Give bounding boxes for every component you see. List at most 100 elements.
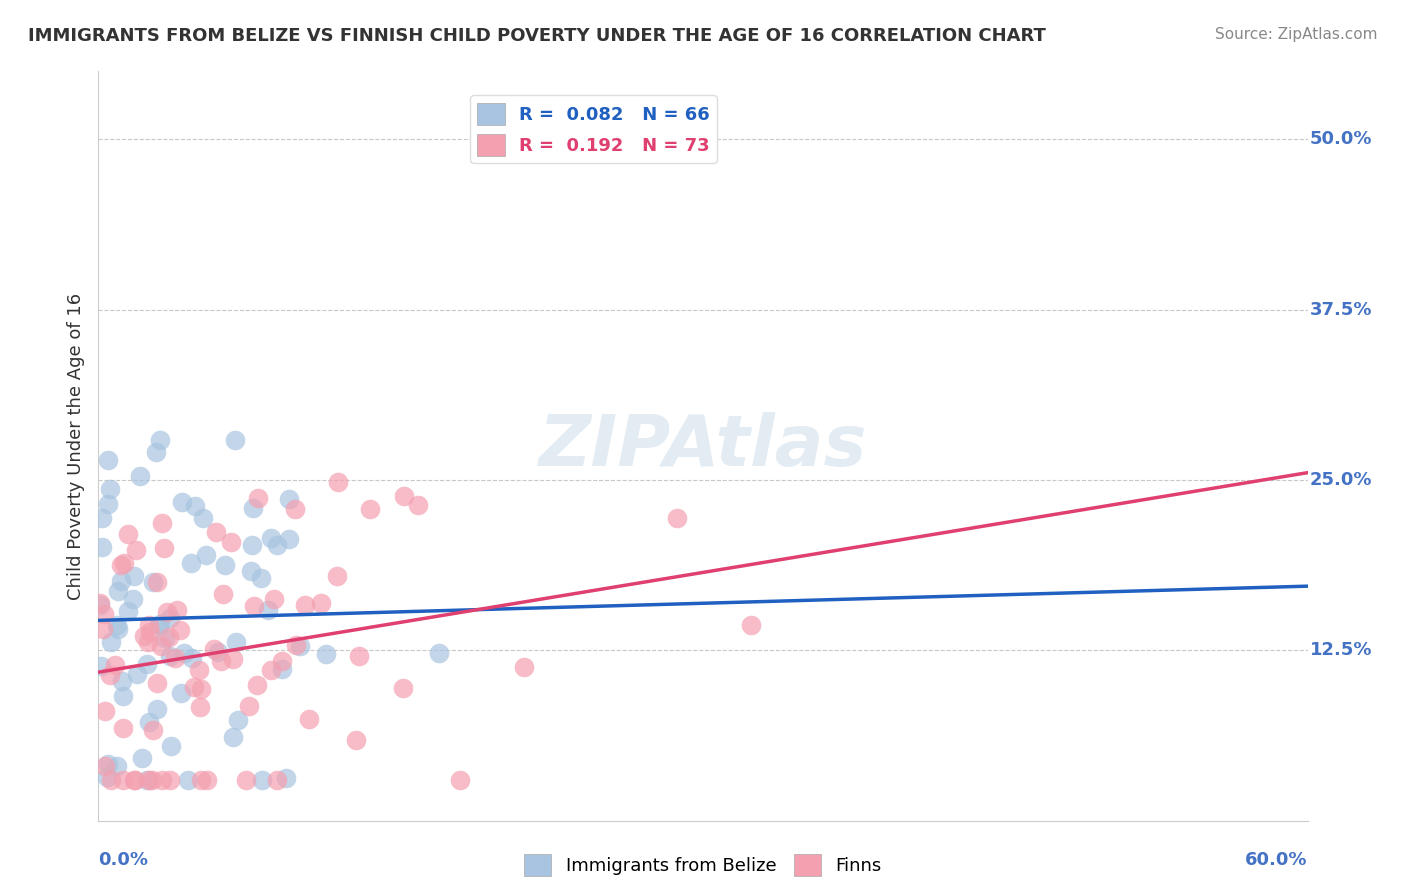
Point: [298, 712, 321, 726]
Point: [160, 739, 183, 753]
Point: [740, 618, 762, 632]
Point: [224, 433, 246, 447]
Text: 50.0%: 50.0%: [1310, 130, 1372, 148]
Point: [150, 516, 173, 531]
Point: [138, 624, 160, 639]
Point: [260, 664, 283, 678]
Point: [349, 648, 371, 663]
Point: [122, 772, 145, 787]
Point: [246, 678, 269, 692]
Point: [274, 771, 297, 785]
Point: [138, 772, 160, 787]
Point: [277, 492, 299, 507]
Point: [100, 772, 122, 787]
Point: [138, 714, 160, 729]
Point: [294, 598, 316, 612]
Point: [408, 498, 430, 512]
Point: [392, 489, 415, 503]
Point: [146, 676, 169, 690]
Point: [177, 772, 200, 787]
Point: [266, 538, 288, 552]
Point: [111, 674, 134, 689]
Point: [100, 635, 122, 649]
Point: [513, 659, 536, 673]
Y-axis label: Child Poverty Under the Age of 16: Child Poverty Under the Age of 16: [66, 293, 84, 599]
Point: [117, 604, 139, 618]
Point: [94, 759, 117, 773]
Point: [288, 639, 311, 653]
Point: [238, 698, 260, 713]
Point: [90, 658, 112, 673]
Point: [110, 558, 132, 573]
Point: [122, 591, 145, 606]
Text: 0.0%: 0.0%: [98, 851, 149, 869]
Point: [149, 617, 172, 632]
Point: [205, 524, 228, 539]
Point: [111, 721, 134, 735]
Point: [328, 475, 350, 489]
Point: [427, 646, 450, 660]
Point: [271, 662, 294, 676]
Point: [165, 651, 187, 665]
Point: [91, 622, 114, 636]
Point: [136, 657, 159, 672]
Point: [235, 772, 257, 787]
Point: [187, 663, 209, 677]
Point: [150, 639, 173, 653]
Point: [90, 540, 112, 554]
Point: [222, 651, 245, 665]
Point: [449, 772, 471, 787]
Point: [157, 631, 180, 645]
Point: [225, 634, 247, 648]
Point: [131, 751, 153, 765]
Point: [184, 499, 207, 513]
Point: [153, 631, 176, 645]
Point: [209, 654, 232, 668]
Point: [110, 574, 132, 589]
Point: [129, 469, 152, 483]
Point: [359, 501, 381, 516]
Point: [256, 603, 278, 617]
Point: [112, 557, 135, 571]
Point: [138, 617, 160, 632]
Text: IMMIGRANTS FROM BELIZE VS FINNISH CHILD POVERTY UNDER THE AGE OF 16 CORRELATION : IMMIGRANTS FROM BELIZE VS FINNISH CHILD …: [28, 27, 1046, 45]
Point: [243, 599, 266, 614]
Point: [240, 538, 263, 552]
Point: [94, 704, 117, 718]
Point: [392, 681, 415, 696]
Point: [315, 647, 337, 661]
Text: ZIPAtlas: ZIPAtlas: [538, 411, 868, 481]
Point: [98, 483, 121, 497]
Point: [159, 611, 181, 625]
Point: [249, 571, 271, 585]
Point: [194, 548, 217, 562]
Point: [156, 605, 179, 619]
Point: [169, 686, 191, 700]
Point: [219, 535, 242, 549]
Point: [117, 527, 139, 541]
Point: [284, 502, 307, 516]
Text: 25.0%: 25.0%: [1310, 471, 1372, 489]
Point: [226, 713, 249, 727]
Point: [183, 680, 205, 694]
Point: [285, 638, 308, 652]
Point: [212, 587, 235, 601]
Point: [107, 622, 129, 636]
Point: [190, 681, 212, 696]
Point: [266, 772, 288, 787]
Text: Source: ZipAtlas.com: Source: ZipAtlas.com: [1215, 27, 1378, 42]
Point: [153, 541, 176, 555]
Point: [111, 689, 134, 703]
Point: [145, 445, 167, 459]
Point: [91, 511, 114, 525]
Point: [93, 607, 115, 621]
Point: [97, 452, 120, 467]
Point: [179, 556, 201, 570]
Point: [89, 596, 111, 610]
Point: [166, 603, 188, 617]
Point: [240, 564, 263, 578]
Point: [263, 591, 285, 606]
Text: 12.5%: 12.5%: [1310, 641, 1372, 659]
Point: [89, 598, 111, 612]
Point: [277, 532, 299, 546]
